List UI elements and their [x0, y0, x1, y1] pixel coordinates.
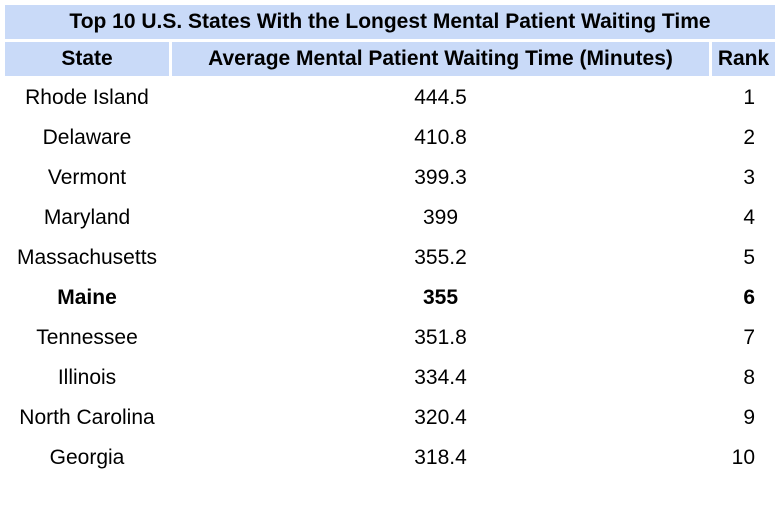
rank-cell: 3 [743, 165, 755, 189]
column-header-rank: Rank [712, 42, 775, 76]
column-header-waiting-time: Average Mental Patient Waiting Time (Min… [172, 42, 709, 76]
table-row: Massachusetts 355.2 5 [5, 239, 775, 276]
waiting-time-cell: 399.3 [414, 165, 467, 189]
state-cell: Maryland [43, 205, 131, 229]
rank-cell: 9 [743, 405, 755, 429]
table-body: Rhode Island 444.5 1 Delaware 410.8 2 Ve… [5, 79, 775, 476]
rank-cell: 6 [743, 285, 755, 309]
rank-cell: 2 [743, 125, 755, 149]
waiting-time-cell: 318.4 [414, 445, 467, 469]
waiting-time-table: Top 10 U.S. States With the Longest Ment… [2, 2, 778, 479]
column-header-state: State [5, 42, 169, 76]
rank-cell: 1 [743, 85, 755, 109]
rank-cell: 10 [731, 445, 755, 469]
rank-cell: 4 [743, 205, 755, 229]
waiting-time-cell: 334.4 [414, 365, 467, 389]
state-cell: Tennessee [36, 325, 138, 349]
table-container: Top 10 U.S. States With the Longest Ment… [5, 5, 775, 479]
table-row: Vermont 399.3 3 [5, 159, 775, 196]
rank-cell: 8 [743, 365, 755, 389]
table-row-highlighted: Maine 355 6 [5, 279, 775, 316]
table-title: Top 10 U.S. States With the Longest Ment… [5, 5, 775, 39]
waiting-time-cell: 351.8 [414, 325, 467, 349]
header-row: State Average Mental Patient Waiting Tim… [5, 42, 775, 76]
waiting-time-cell: 355 [422, 285, 459, 309]
waiting-time-cell: 355.2 [414, 245, 467, 269]
table-row: Illinois 334.4 8 [5, 359, 775, 396]
state-cell: Rhode Island [25, 85, 149, 109]
state-cell: Massachusetts [16, 245, 158, 269]
table-row: Delaware 410.8 2 [5, 119, 775, 156]
table-row: Georgia 318.4 10 [5, 439, 775, 476]
rank-cell: 5 [743, 245, 755, 269]
state-cell: Vermont [47, 165, 127, 189]
waiting-time-cell: 320.4 [414, 405, 467, 429]
state-cell: Illinois [57, 365, 117, 389]
waiting-time-cell: 410.8 [414, 125, 467, 149]
state-cell: Maine [57, 285, 117, 309]
table-row: North Carolina 320.4 9 [5, 399, 775, 436]
table-row: Maryland 399 4 [5, 199, 775, 236]
waiting-time-cell: 399 [422, 205, 459, 229]
state-cell: Georgia [49, 445, 125, 469]
state-cell: North Carolina [19, 405, 155, 429]
table-row: Rhode Island 444.5 1 [5, 79, 775, 116]
table-row: Tennessee 351.8 7 [5, 319, 775, 356]
title-row: Top 10 U.S. States With the Longest Ment… [5, 5, 775, 39]
rank-cell: 7 [743, 325, 755, 349]
state-cell: Delaware [42, 125, 132, 149]
waiting-time-cell: 444.5 [414, 85, 467, 109]
